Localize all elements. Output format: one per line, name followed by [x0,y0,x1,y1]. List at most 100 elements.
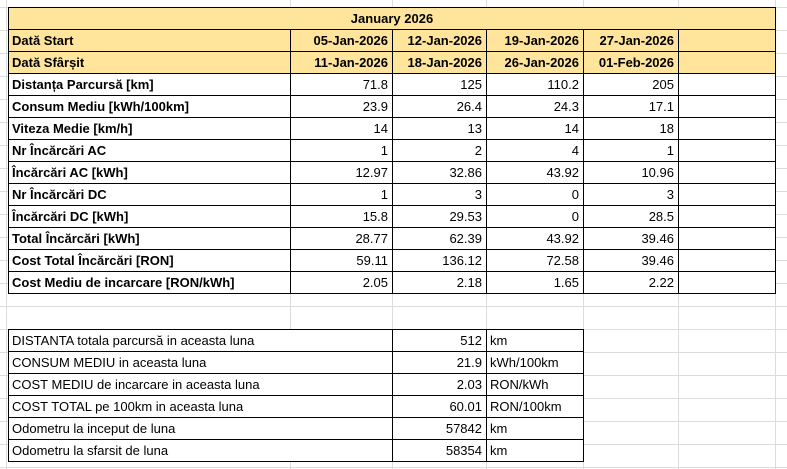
metric-label-cell[interactable]: Consum Mediu [kWh/100km] [8,95,291,118]
summary-unit-cell[interactable]: RON/kWh [486,373,584,396]
summary-label-cell[interactable]: COST TOTAL pe 100km in aceasta luna [8,395,393,418]
metric-value-cell[interactable]: 0 [486,205,584,228]
metric-value-cell[interactable]: 17.1 [583,95,679,118]
metric-value-cell[interactable]: 12.97 [290,161,393,184]
empty-cell[interactable] [678,73,776,96]
date-start-row: Dată Start 05-Jan-2026 12-Jan-2026 19-Ja… [8,29,776,52]
date-end-cell[interactable]: 18-Jan-2026 [392,51,487,74]
summary-label-cell[interactable]: DISTANTA totala parcursă in aceasta luna [8,329,393,352]
metric-value-cell[interactable]: 62.39 [392,227,487,250]
metric-label-cell[interactable]: Nr Încărcări AC [8,139,291,162]
metric-value-cell[interactable]: 136.12 [392,249,487,272]
metric-value-cell[interactable]: 23.9 [290,95,393,118]
summary-unit-cell[interactable]: km [486,417,584,440]
empty-cell[interactable] [678,227,776,250]
summary-label-cell[interactable]: Odometru la inceput de luna [8,417,393,440]
metric-value-cell[interactable]: 205 [583,73,679,96]
summary-unit-cell[interactable]: km [486,439,584,462]
summary-value-cell[interactable]: 60.01 [392,395,487,418]
metric-row: Nr Încărcări DC 1 3 0 3 [8,183,776,206]
metric-value-cell[interactable]: 2 [392,139,487,162]
metric-value-cell[interactable]: 2.18 [392,271,487,294]
metric-value-cell[interactable]: 110.2 [486,73,584,96]
metric-value-cell[interactable]: 3 [583,183,679,206]
metric-label-cell[interactable]: Distanța Parcursă [km] [8,73,291,96]
empty-cell[interactable] [678,271,776,294]
metric-value-cell[interactable]: 26.4 [392,95,487,118]
summary-unit-cell[interactable]: km [486,329,584,352]
metric-value-cell[interactable]: 28.5 [583,205,679,228]
empty-cell[interactable] [678,29,776,52]
metric-label-cell[interactable]: Nr Încărcări DC [8,183,291,206]
summary-value-cell[interactable]: 58354 [392,439,487,462]
metric-value-cell[interactable]: 59.11 [290,249,393,272]
summary-row: CONSUM MEDIU in aceasta luna 21.9 kWh/100k… [8,351,584,374]
metric-label-cell[interactable]: Total Încărcări [kWh] [8,227,291,250]
metric-value-cell[interactable]: 39.46 [583,249,679,272]
metric-label-cell[interactable]: Viteza Medie [km/h] [8,117,291,140]
metric-label-cell[interactable]: Cost Mediu de incarcare [RON/kWh] [8,271,291,294]
metric-value-cell[interactable]: 13 [392,117,487,140]
metric-value-cell[interactable]: 3 [392,183,487,206]
summary-row: DISTANTA totala parcursă in aceasta luna… [8,329,584,352]
metric-value-cell[interactable]: 32.86 [392,161,487,184]
metric-value-cell[interactable]: 125 [392,73,487,96]
metric-value-cell[interactable]: 1.65 [486,271,584,294]
empty-cell[interactable] [678,95,776,118]
monthly-report-table: January 2026 Dată Start 05-Jan-2026 12-J… [8,7,776,294]
date-end-cell[interactable]: 26-Jan-2026 [486,51,584,74]
metric-value-cell[interactable]: 10.96 [583,161,679,184]
metric-value-cell[interactable]: 24.3 [486,95,584,118]
metric-value-cell[interactable]: 0 [486,183,584,206]
metric-value-cell[interactable]: 2.05 [290,271,393,294]
metric-value-cell[interactable]: 72.58 [486,249,584,272]
empty-cell[interactable] [678,51,776,74]
summary-value-cell[interactable]: 512 [392,329,487,352]
metric-value-cell[interactable]: 43.92 [486,227,584,250]
metric-value-cell[interactable]: 15.8 [290,205,393,228]
summary-unit-cell[interactable]: kWh/100km [486,351,584,374]
summary-value-cell[interactable]: 57842 [392,417,487,440]
metric-value-cell[interactable]: 29.53 [392,205,487,228]
date-end-cell[interactable]: 01-Feb-2026 [583,51,679,74]
month-title-cell[interactable]: January 2026 [8,7,776,30]
metric-value-cell[interactable]: 43.92 [486,161,584,184]
metric-value-cell[interactable]: 1 [290,183,393,206]
metric-value-cell[interactable]: 1 [290,139,393,162]
empty-cell[interactable] [678,249,776,272]
date-end-cell[interactable]: 11-Jan-2026 [290,51,393,74]
summary-label-cell[interactable]: COST MEDIU de incarcare in aceasta luna [8,373,393,396]
metric-value-cell[interactable]: 14 [290,117,393,140]
metric-row: Viteza Medie [km/h] 14 13 14 18 [8,117,776,140]
date-start-cell[interactable]: 27-Jan-2026 [583,29,679,52]
summary-row: COST MEDIU de incarcare in aceasta luna 2… [8,373,584,396]
monthly-summary-table: DISTANTA totala parcursă in aceasta luna… [8,329,584,462]
summary-label-cell[interactable]: Odometru la sfarsit de luna [8,439,393,462]
empty-cell[interactable] [678,161,776,184]
metric-value-cell[interactable]: 4 [486,139,584,162]
date-start-cell[interactable]: 12-Jan-2026 [392,29,487,52]
metric-value-cell[interactable]: 28.77 [290,227,393,250]
metric-label-cell[interactable]: Încărcări DC [kWh] [8,205,291,228]
summary-value-cell[interactable]: 21.9 [392,351,487,374]
date-end-label-cell[interactable]: Dată Sfârșit [8,51,291,74]
metric-label-cell[interactable]: Cost Total Încărcări [RON] [8,249,291,272]
date-start-label-cell[interactable]: Dată Start [8,29,291,52]
summary-unit-cell[interactable]: RON/100km [486,395,584,418]
date-start-cell[interactable]: 05-Jan-2026 [290,29,393,52]
empty-cell[interactable] [678,139,776,162]
metric-value-cell[interactable]: 18 [583,117,679,140]
metric-value-cell[interactable]: 14 [486,117,584,140]
metric-value-cell[interactable]: 71.8 [290,73,393,96]
summary-label-cell[interactable]: CONSUM MEDIU in aceasta luna [8,351,393,374]
metric-value-cell[interactable]: 39.46 [583,227,679,250]
empty-cell[interactable] [678,205,776,228]
date-start-cell[interactable]: 19-Jan-2026 [486,29,584,52]
summary-value-cell[interactable]: 2.03 [392,373,487,396]
metric-value-cell[interactable]: 2.22 [583,271,679,294]
metric-label-cell[interactable]: Încărcări AC [kWh] [8,161,291,184]
empty-cell[interactable] [678,117,776,140]
metric-value-cell[interactable]: 1 [583,139,679,162]
empty-cell[interactable] [678,183,776,206]
